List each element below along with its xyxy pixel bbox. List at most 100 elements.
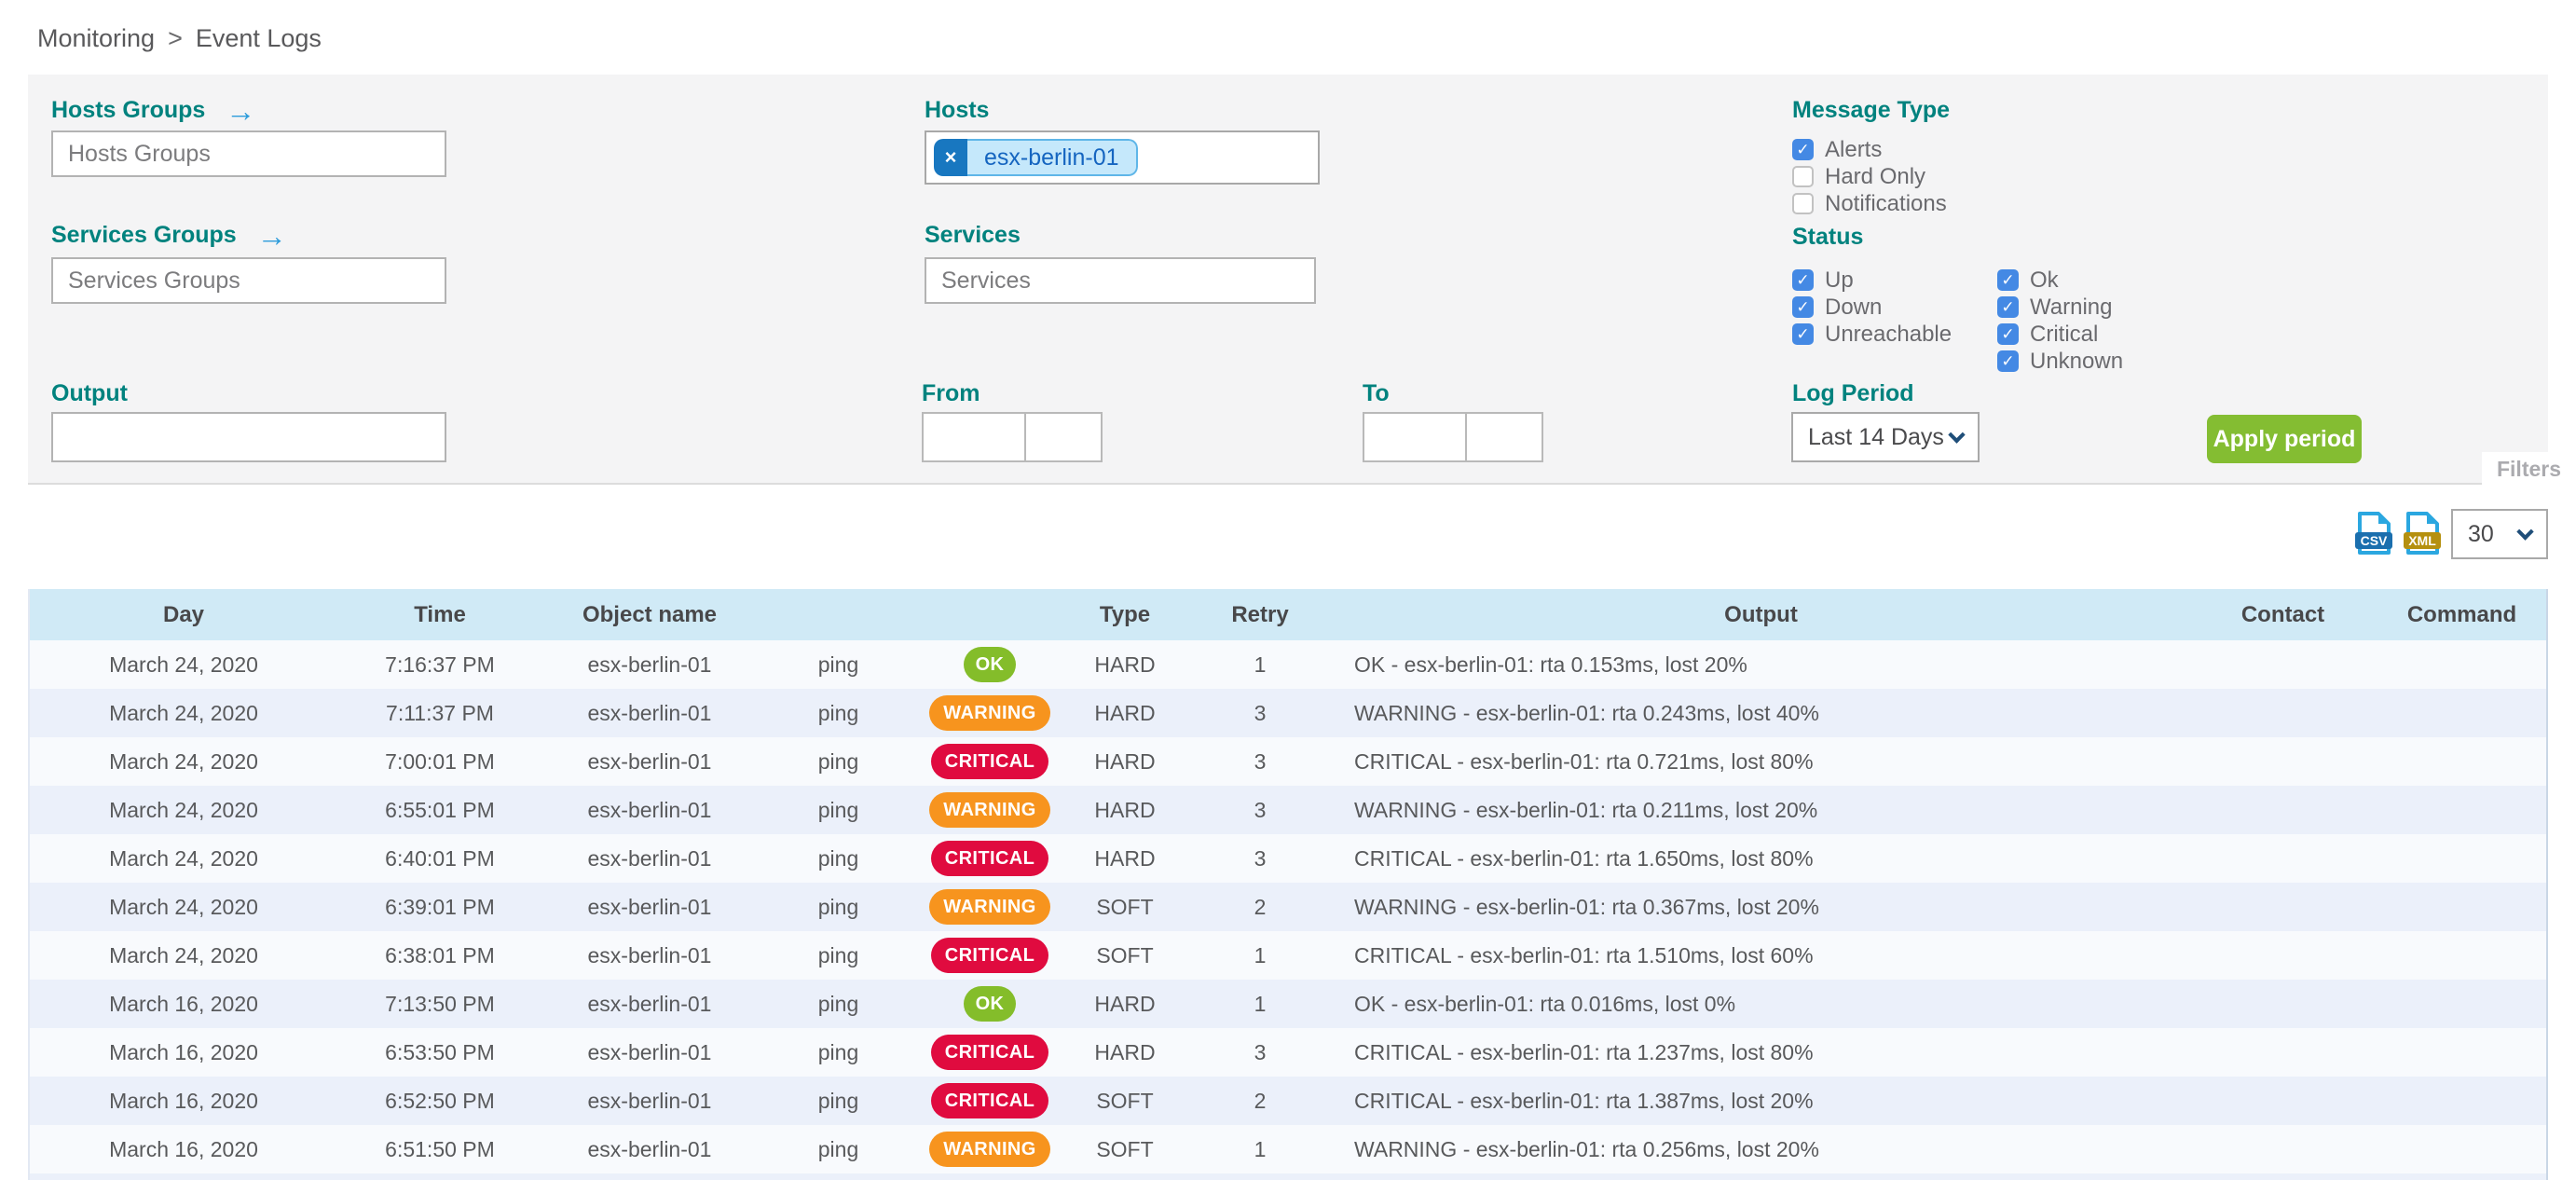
cell-type: SOFT [1060, 1077, 1190, 1125]
checkbox-label-critical: Critical [2030, 321, 2099, 347]
cell-retry: 3 [1190, 689, 1330, 737]
cell-object-name: esx-berlin-01 [542, 640, 757, 689]
checkbox-ok[interactable]: ✓ [1997, 269, 2019, 291]
cell-type: HARD [1060, 689, 1190, 737]
from-time-input[interactable] [1024, 412, 1103, 462]
cell-service: ping [757, 931, 920, 980]
cell-day: March 16, 2020 [30, 1077, 337, 1125]
cell-service: ping [757, 834, 920, 883]
hosts-input[interactable]: × esx-berlin-01 [925, 130, 1320, 185]
cell-object-name: esx-berlin-01 [542, 786, 757, 834]
checkbox-notifications[interactable] [1792, 193, 1814, 214]
export-xml-icon[interactable]: XML [2403, 511, 2442, 556]
cell-output: OK - esx-berlin-01: rta 0.153ms, lost 20… [1330, 640, 2192, 689]
cell-status: WARNING [920, 689, 1060, 737]
log-period-value: Last 14 Days [1808, 423, 1944, 450]
column-header-retry: Retry [1190, 589, 1330, 640]
cell-contact [2192, 640, 2374, 689]
cell-service: ping [757, 1077, 920, 1125]
rows-per-page-select[interactable]: 30 [2451, 509, 2548, 559]
breadcrumb-monitoring[interactable]: Monitoring [37, 24, 156, 52]
cell-time: 6:51:50 PM [337, 1125, 542, 1173]
cell-command [2374, 931, 2546, 980]
table-row: March 24, 2020 7:00:01 PM esx-berlin-01 pin… [30, 737, 2546, 786]
cell-retry: 3 [1190, 737, 1330, 786]
column-header-command: Command [2374, 589, 2546, 640]
cell-command [2374, 883, 2546, 931]
output-input[interactable] [51, 412, 446, 462]
cell-contact [2192, 883, 2374, 931]
from-date-input[interactable] [922, 412, 1026, 462]
cell-object-name: esx-berlin-01 [542, 737, 757, 786]
message-type-label: Message Type [1792, 97, 1951, 123]
cell-contact [2192, 980, 2374, 1028]
cell-day: March 24, 2020 [30, 931, 337, 980]
cell-time: 7:11:37 PM [337, 689, 542, 737]
cell-retry: 3 [1190, 834, 1330, 883]
cell-day: March 16, 2020 [30, 980, 337, 1028]
table-row: March 16, 2020 7:13:50 PM esx-berlin-01 pin… [30, 980, 2546, 1028]
cell-service: ping [757, 1028, 920, 1077]
export-toolbar: CSV XML 30 [2354, 509, 2548, 559]
cell-command [2374, 786, 2546, 834]
checkbox-critical[interactable]: ✓ [1997, 323, 2019, 345]
cell-retry: 1 [1190, 931, 1330, 980]
status-badge: WARNING [929, 792, 1050, 828]
checkbox-option-critical: ✓ Critical [1997, 321, 2123, 348]
cell-retry: 3 [1190, 786, 1330, 834]
cell-type: SOFT [1060, 1125, 1190, 1173]
hosts-groups-label: Hosts Groups [51, 97, 206, 123]
selected-host-chip[interactable]: × esx-berlin-01 [934, 139, 1138, 176]
filters-tab[interactable]: Filters [2482, 452, 2576, 486]
cell-contact [2192, 1125, 2374, 1173]
cell-status: CRITICAL [920, 931, 1060, 980]
table-row: March 24, 2020 7:11:37 PM esx-berlin-01 pin… [30, 689, 2546, 737]
breadcrumb: Monitoring > Event Logs [37, 24, 322, 53]
services-input[interactable] [925, 257, 1316, 304]
arrow-right-icon[interactable]: → [256, 218, 287, 253]
checkbox-down[interactable]: ✓ [1792, 296, 1814, 318]
status-options-service: ✓ Ok ✓ Warning ✓ Critical ✓ Unknown [1997, 267, 2123, 375]
to-field [1363, 412, 1543, 462]
checkbox-unknown[interactable]: ✓ [1997, 350, 2019, 372]
checkbox-hard-only[interactable] [1792, 166, 1814, 187]
checkbox-label-down: Down [1825, 294, 1883, 320]
services-groups-input[interactable] [51, 257, 446, 304]
export-csv-icon[interactable]: CSV [2354, 511, 2393, 556]
cell-status: CRITICAL [920, 834, 1060, 883]
cell-contact [2192, 931, 2374, 980]
apply-period-button[interactable]: Apply period [2207, 415, 2362, 463]
cell-status: OK [920, 980, 1060, 1028]
checkbox-label-up: Up [1825, 267, 1854, 293]
cell-type: HARD [1060, 1028, 1190, 1077]
cell-contact [2192, 834, 2374, 883]
cell-output: WARNING - esx-berlin-01: rta 0.243ms, lo… [1330, 689, 2192, 737]
chevron-down-icon [1948, 425, 1966, 444]
checkbox-option-warning: ✓ Warning [1997, 294, 2123, 321]
status-badge: CRITICAL [930, 744, 1049, 779]
to-time-input[interactable] [1465, 412, 1543, 462]
cell-object-name: esx-berlin-01 [542, 1028, 757, 1077]
checkbox-label-hard-only: Hard Only [1825, 163, 1926, 189]
breadcrumb-event-logs[interactable]: Event Logs [195, 24, 322, 52]
checkbox-warning[interactable]: ✓ [1997, 296, 2019, 318]
arrow-right-icon[interactable]: → [226, 93, 256, 128]
log-period-select[interactable]: Last 14 Days [1791, 412, 1980, 462]
status-options-host: ✓ Up ✓ Down ✓ Unreachable [1792, 267, 1952, 348]
checkbox-unreachable[interactable]: ✓ [1792, 323, 1814, 345]
cell-type: HARD [1060, 980, 1190, 1028]
table-row: March 24, 2020 6:39:01 PM esx-berlin-01 pin… [30, 883, 2546, 931]
cell-object-name: esx-berlin-01 [542, 883, 757, 931]
rows-per-page-value: 30 [2468, 520, 2494, 547]
checkbox-alerts[interactable]: ✓ [1792, 139, 1814, 160]
checkbox-up[interactable]: ✓ [1792, 269, 1814, 291]
cell-day: March 16, 2020 [30, 1028, 337, 1077]
chip-remove-icon[interactable]: × [934, 139, 967, 176]
checkbox-option-ok: ✓ Ok [1997, 267, 2123, 294]
status-badge: WARNING [929, 1132, 1050, 1167]
cell-status: WARNING [920, 786, 1060, 834]
hosts-groups-input[interactable] [51, 130, 446, 177]
to-date-input[interactable] [1363, 412, 1467, 462]
csv-icon-label: CSV [2361, 533, 2388, 548]
status-badge: CRITICAL [930, 938, 1049, 973]
